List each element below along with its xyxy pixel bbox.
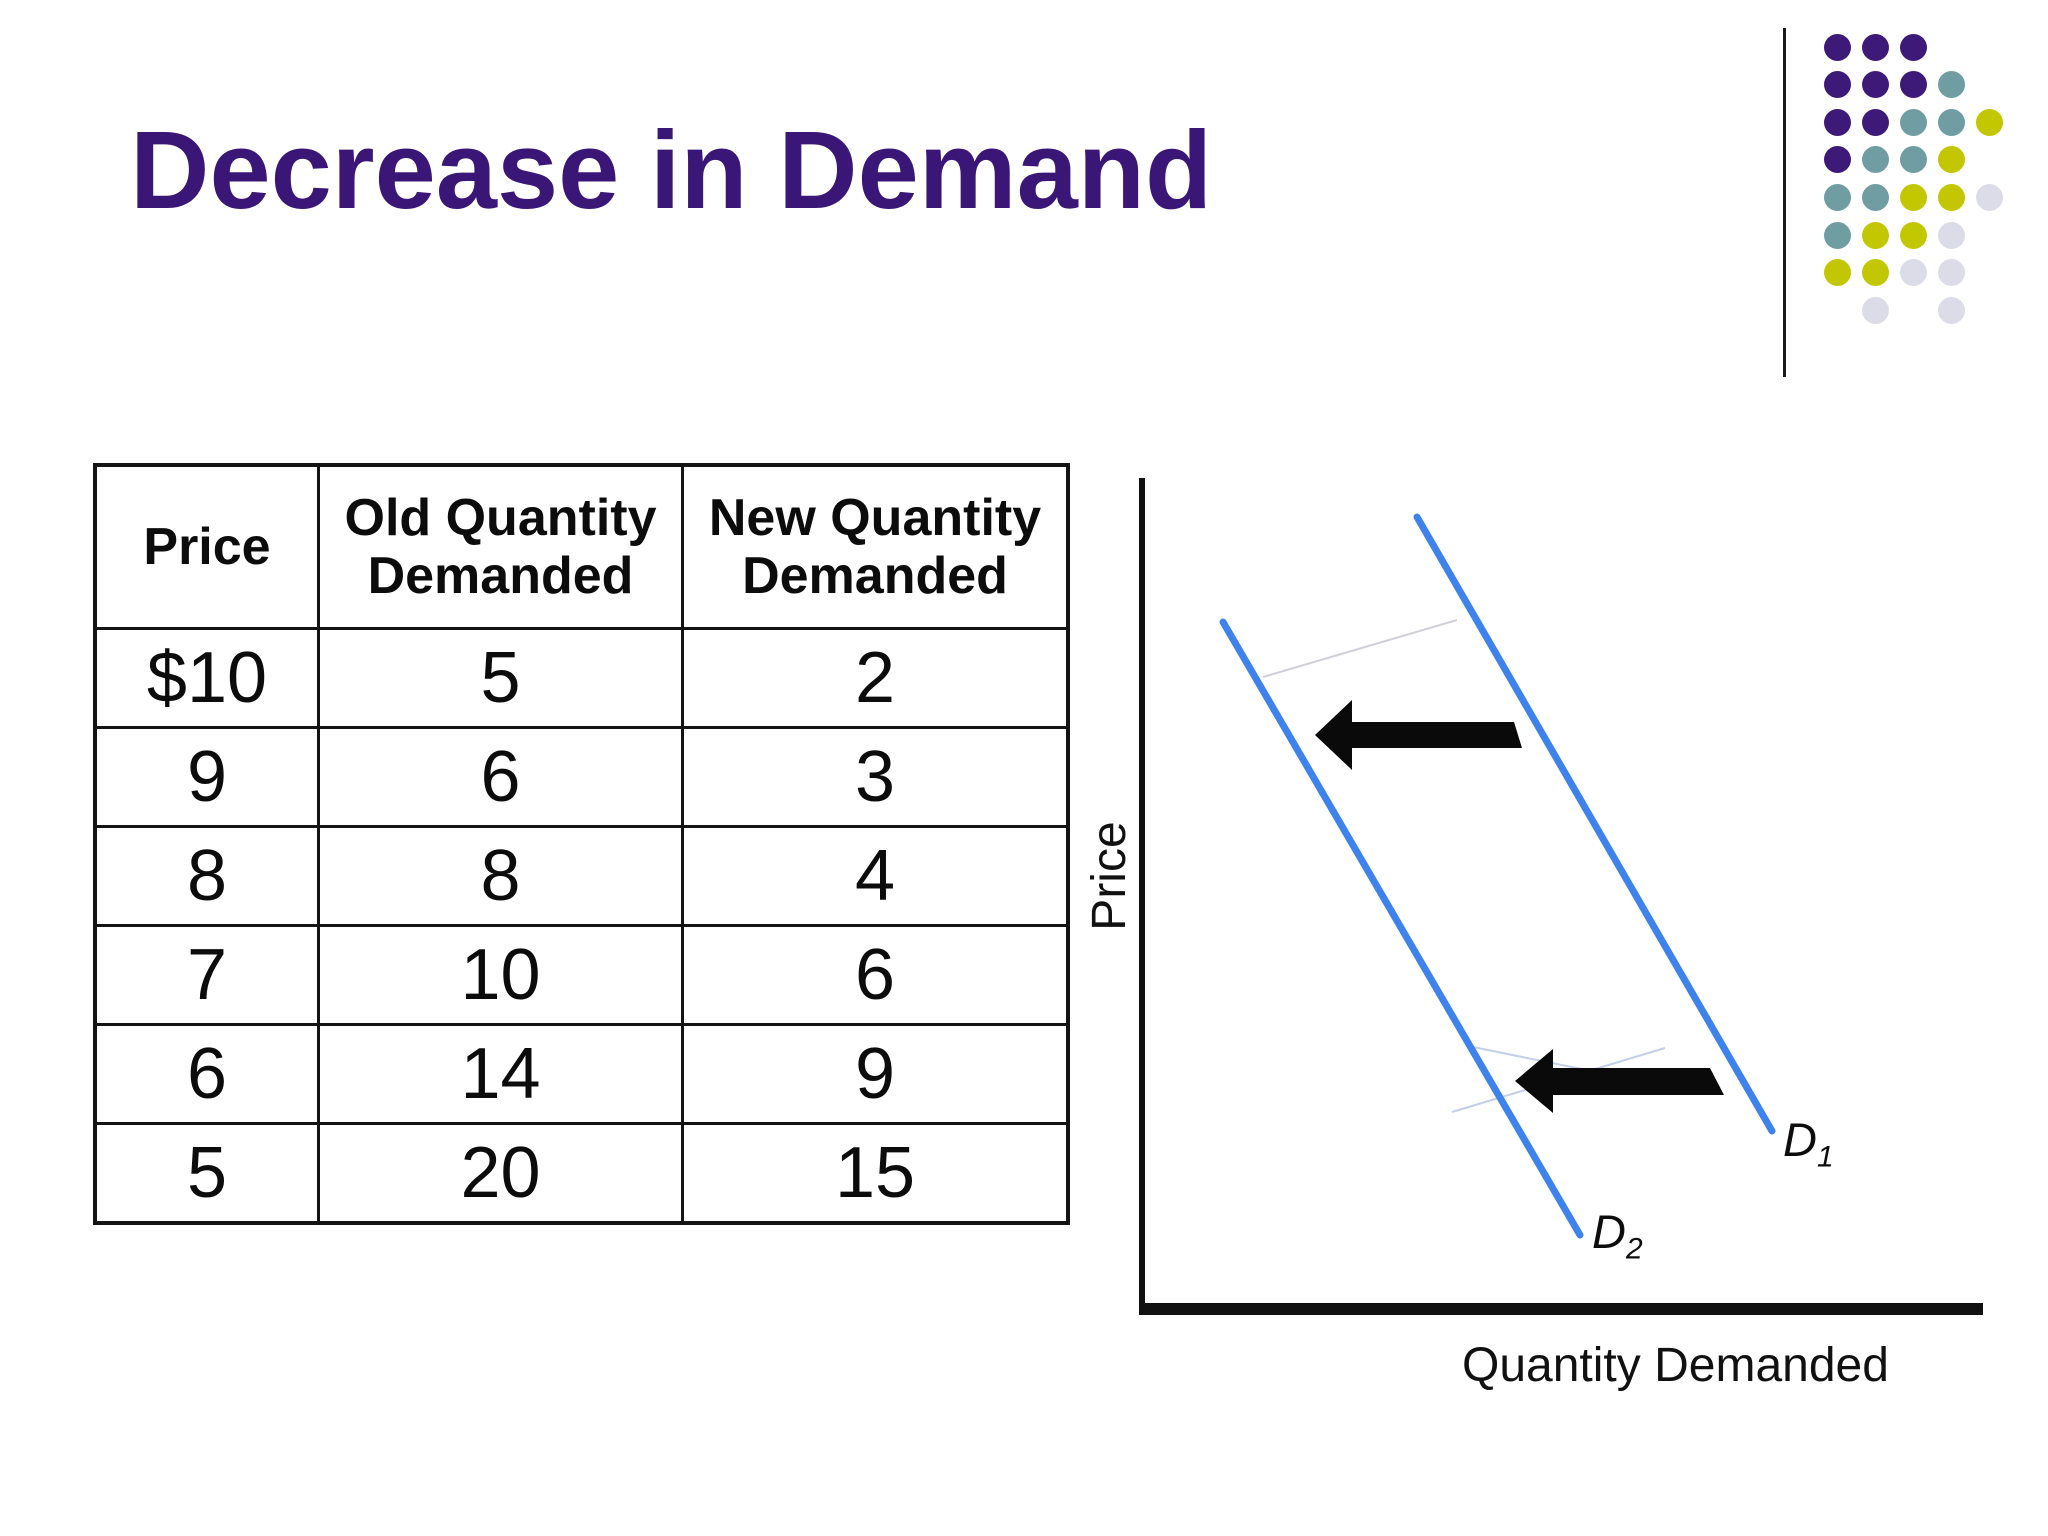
table-cell: 5 bbox=[317, 627, 684, 729]
decoration-dot bbox=[1937, 183, 1965, 211]
left-shift-arrow-bottom-icon bbox=[1515, 1049, 1724, 1113]
table-cell: 6 bbox=[317, 726, 684, 828]
decoration-dot bbox=[1937, 221, 1965, 249]
decoration-vertical-line bbox=[1783, 28, 1786, 377]
table-cell: 9 bbox=[93, 726, 320, 828]
table-cell: 7 bbox=[93, 924, 320, 1026]
table-row: 7 10 6 bbox=[93, 924, 1070, 1026]
decoration-dot bbox=[1823, 108, 1851, 136]
decoration-dot bbox=[1861, 108, 1889, 136]
table-cell: 6 bbox=[681, 924, 1070, 1026]
table-cell: 5 bbox=[93, 1122, 320, 1225]
table-cell: 8 bbox=[317, 825, 684, 927]
decoration-dot bbox=[1861, 221, 1889, 249]
decoration-dot bbox=[1937, 296, 1965, 324]
decoration-dot bbox=[1823, 71, 1851, 99]
decoration-dot bbox=[1899, 33, 1927, 61]
curve-label-d1-subscript: 1 bbox=[1816, 1140, 1834, 1174]
decoration-dot bbox=[1937, 259, 1965, 287]
decoration-dot bbox=[1899, 259, 1927, 287]
curve-label-d1: D1 bbox=[1783, 1116, 1834, 1172]
demand-schedule-table: Price Old Quantity Demanded New Quantity… bbox=[93, 463, 1070, 1225]
decoration-dot bbox=[1899, 183, 1927, 211]
table-cell: 6 bbox=[93, 1023, 320, 1125]
decoration-dot bbox=[1823, 259, 1851, 287]
decoration-dot bbox=[1861, 183, 1889, 211]
table-cell: 15 bbox=[681, 1122, 1070, 1225]
col-header-price: Price bbox=[93, 463, 320, 630]
faint-hairline bbox=[1262, 619, 1458, 678]
decoration-dot bbox=[1899, 108, 1927, 136]
table-cell: 9 bbox=[681, 1023, 1070, 1125]
decoration-dot bbox=[1975, 108, 2003, 136]
decoration-dot bbox=[1899, 221, 1927, 249]
decoration-dot bbox=[1861, 296, 1889, 324]
table-row: $10 5 2 bbox=[93, 627, 1070, 729]
table-cell: 3 bbox=[681, 726, 1070, 828]
col-header-new-quantity: New Quantity Demanded bbox=[681, 463, 1070, 630]
decoration-dot bbox=[1861, 71, 1889, 99]
decoration-dot bbox=[1937, 71, 1965, 99]
decoration-dot bbox=[1899, 71, 1927, 99]
demand-curve-d2 bbox=[1219, 618, 1584, 1239]
table-cell: 2 bbox=[681, 627, 1070, 729]
decoration-dot bbox=[1861, 146, 1889, 174]
table-cell: 10 bbox=[317, 924, 684, 1026]
decoration-dot bbox=[1899, 146, 1927, 174]
curve-label-d2: D2 bbox=[1592, 1208, 1643, 1264]
x-axis-line bbox=[1139, 1303, 1983, 1315]
table-cell: 8 bbox=[93, 825, 320, 927]
demand-curve-d1 bbox=[1413, 513, 1776, 1135]
curve-label-d2-letter: D bbox=[1592, 1205, 1626, 1258]
table-header-row: Price Old Quantity Demanded New Quantity… bbox=[93, 463, 1070, 630]
decoration-dot bbox=[1975, 183, 2003, 211]
table-row: 6 14 9 bbox=[93, 1023, 1070, 1125]
table-cell: $10 bbox=[93, 627, 320, 729]
table-cell: 14 bbox=[317, 1023, 684, 1125]
x-axis-label: Quantity Demanded bbox=[1462, 1339, 1889, 1392]
col-header-old-quantity: Old Quantity Demanded bbox=[317, 463, 684, 630]
curve-label-d1-letter: D bbox=[1783, 1113, 1817, 1166]
decoration-dot bbox=[1861, 33, 1889, 61]
decoration-dot bbox=[1823, 183, 1851, 211]
curve-label-d2-subscript: 2 bbox=[1625, 1232, 1643, 1266]
y-axis-line bbox=[1139, 478, 1145, 1315]
left-shift-arrow-top-icon bbox=[1315, 700, 1522, 770]
decoration-dot bbox=[1823, 33, 1851, 61]
table-cell: 20 bbox=[317, 1122, 684, 1225]
decoration-dot bbox=[1823, 221, 1851, 249]
table-row: 5 20 15 bbox=[93, 1122, 1070, 1225]
table-cell: 4 bbox=[681, 825, 1070, 927]
decoration-dot bbox=[1937, 108, 1965, 136]
slide-title: Decrease in Demand bbox=[130, 109, 1213, 232]
decoration-dot bbox=[1937, 146, 1965, 174]
decoration-dot bbox=[1823, 146, 1851, 174]
y-axis-label: Price bbox=[1083, 821, 1136, 931]
decoration-dot bbox=[1861, 259, 1889, 287]
